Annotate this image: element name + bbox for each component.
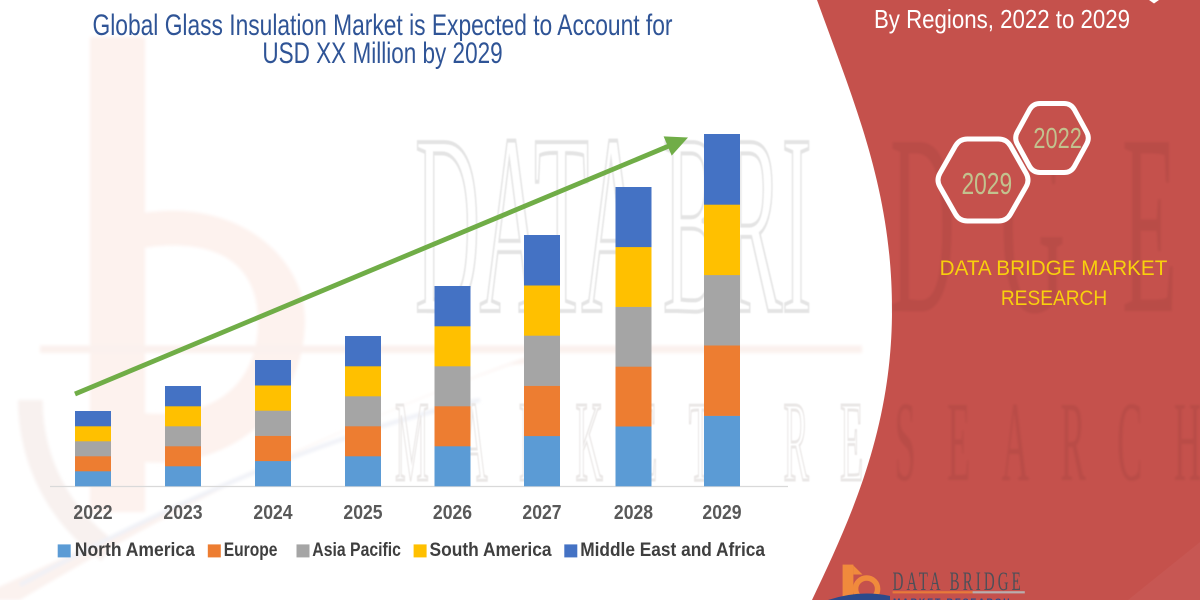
svg-text:Europe: Europe bbox=[224, 538, 278, 560]
svg-text:DATA BRIDGE MARKET: DATA BRIDGE MARKET bbox=[940, 257, 1168, 280]
svg-text:Asia Pacific: Asia Pacific bbox=[312, 538, 401, 560]
svg-text:DATA BRI: DATA BRI bbox=[415, 81, 811, 367]
svg-text:2022: 2022 bbox=[73, 501, 112, 523]
svg-text:2024: 2024 bbox=[253, 501, 293, 523]
svg-text:By Regions, 2022 to 2029: By Regions, 2022 to 2029 bbox=[874, 6, 1130, 35]
svg-text:2023: 2023 bbox=[163, 501, 202, 523]
svg-text:2029: 2029 bbox=[702, 501, 741, 523]
svg-text:2026: 2026 bbox=[433, 501, 472, 523]
svg-text:MARKET RESEARCH: MARKET RESEARCH bbox=[893, 597, 1011, 600]
svg-text:2022: 2022 bbox=[1033, 123, 1081, 155]
svg-text:E: E bbox=[1122, 81, 1177, 367]
svg-text:North America: North America bbox=[75, 538, 196, 560]
svg-text:Middle East and Africa: Middle East and Africa bbox=[580, 538, 765, 560]
svg-text:2028: 2028 bbox=[614, 501, 653, 523]
svg-text:D: D bbox=[890, 81, 955, 367]
svg-text:Global Glass Insulation Market: Global Glass Insulation Market is Expect… bbox=[92, 8, 672, 42]
svg-text:2025: 2025 bbox=[343, 501, 382, 523]
svg-text:RESEARCH: RESEARCH bbox=[1001, 287, 1107, 310]
svg-text:South America: South America bbox=[430, 538, 553, 560]
svg-text:2029: 2029 bbox=[962, 167, 1013, 201]
svg-text:2027: 2027 bbox=[522, 501, 561, 523]
svg-text:USD XX Million by 2029: USD XX Million by 2029 bbox=[262, 36, 502, 70]
